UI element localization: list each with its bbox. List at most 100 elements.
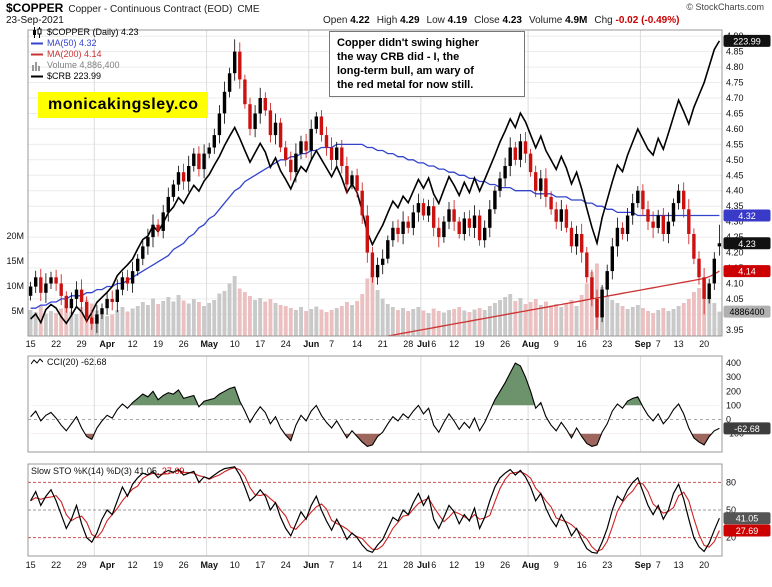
quote-bar: Open 4.22 High 4.29 Low 4.19 Close 4.23 Volu… (316, 15, 679, 26)
svg-text:28: 28 (403, 560, 413, 570)
svg-text:24: 24 (281, 560, 291, 570)
watermark: monicakingsley.co (38, 92, 209, 118)
svg-text:200: 200 (726, 386, 741, 396)
svg-text:29: 29 (77, 339, 87, 349)
svg-text:Sep: Sep (635, 339, 652, 349)
svg-text:20: 20 (699, 339, 709, 349)
svg-text:20M: 20M (6, 231, 24, 241)
quote-label: Volume (528, 15, 563, 26)
quote-value: 4.29 (397, 15, 420, 26)
svg-text:4.45: 4.45 (726, 170, 744, 180)
sto-legend: Slow STO %K(14) %D(3) 41.05, 27.69 (31, 466, 184, 476)
svg-text:16: 16 (577, 339, 587, 349)
svg-text:15: 15 (26, 339, 36, 349)
sto-k-line (30, 466, 720, 554)
sto-k-value: 41.05, (134, 466, 162, 476)
svg-text:4.55: 4.55 (726, 139, 744, 149)
svg-text:-62.68: -62.68 (734, 424, 760, 434)
annotation-line: the way CRB did - I, the (337, 51, 460, 63)
cci-oversold-fill (84, 433, 712, 447)
svg-text:23: 23 (602, 560, 612, 570)
svg-text:300: 300 (726, 372, 741, 382)
svg-text:100: 100 (726, 400, 741, 410)
svg-text:12: 12 (128, 560, 138, 570)
svg-text:4.35: 4.35 (726, 201, 744, 211)
axis-badge: 4.23 (723, 237, 771, 250)
watermark-text: monicakingsley.co (48, 96, 199, 113)
legend-label: $CRB 223.99 (47, 71, 102, 81)
svg-text:13: 13 (674, 560, 684, 570)
legend-row: $COPPER (Daily) 4.23 (31, 27, 139, 38)
svg-text:4.23: 4.23 (738, 239, 756, 249)
ma200-line (384, 270, 720, 336)
svg-text:Jun: Jun (303, 560, 319, 570)
price-axis-labels: 4.904.854.804.754.704.654.604.554.504.45… (726, 31, 744, 335)
svg-text:4.20: 4.20 (726, 248, 744, 258)
svg-text:4.85: 4.85 (726, 47, 744, 57)
sto-panel-border (27, 463, 723, 557)
zigzag-icon (31, 357, 43, 367)
svg-text:22: 22 (51, 339, 61, 349)
axis-badge: 4.32 (723, 209, 771, 222)
legend-row: Volume 4,886,400 (31, 60, 139, 71)
axis-badge: 41.05 (723, 512, 771, 525)
svg-text:80: 80 (726, 477, 736, 487)
svg-text:19: 19 (153, 560, 163, 570)
annotation-line: the red metal for now still. (337, 79, 474, 91)
svg-text:Jul: Jul (417, 339, 430, 349)
svg-text:27.69: 27.69 (736, 526, 759, 536)
svg-text:12: 12 (128, 339, 138, 349)
legend-row: MA(50) 4.32 (31, 38, 139, 49)
legend-label: MA(50) 4.32 (47, 38, 97, 48)
quote-value: -0.02 (-0.49%) (612, 15, 680, 26)
svg-text:6: 6 (431, 560, 436, 570)
svg-text:Sep: Sep (635, 560, 652, 570)
legend-row: $CRB 223.99 (31, 71, 139, 82)
svg-text:21: 21 (378, 339, 388, 349)
line-icon (31, 38, 43, 49)
svg-text:26: 26 (500, 560, 510, 570)
svg-text:4.70: 4.70 (726, 93, 744, 103)
svg-text:9: 9 (554, 560, 559, 570)
svg-text:26: 26 (179, 560, 189, 570)
axis-badge: 27.69 (723, 524, 771, 537)
svg-text:Jun: Jun (303, 339, 319, 349)
chart-date: 23-Sep-2021 (6, 15, 64, 26)
main-legend: $COPPER (Daily) 4.23 MA(50) 4.32 MA(200) 4… (31, 27, 139, 82)
axis-badge: -62.68 (723, 422, 771, 435)
svg-text:4.30: 4.30 (726, 217, 744, 227)
svg-text:0: 0 (726, 415, 731, 425)
svg-text:16: 16 (577, 560, 587, 570)
svg-text:4.75: 4.75 (726, 78, 744, 88)
bars-icon (31, 60, 43, 71)
cci-label: CCI(20) -62.68 (47, 357, 107, 367)
svg-text:4.80: 4.80 (726, 62, 744, 72)
volume-axis-labels: 20M 15M 10M 5M (6, 231, 24, 316)
quote-label: Chg (594, 15, 613, 26)
svg-text:4.50: 4.50 (726, 155, 744, 165)
svg-text:Aug: Aug (522, 560, 540, 570)
svg-text:21: 21 (378, 560, 388, 570)
svg-text:400: 400 (726, 358, 741, 368)
svg-text:17: 17 (255, 560, 265, 570)
svg-text:Jul: Jul (417, 560, 430, 570)
legend-label: MA(200) 4.14 (47, 49, 102, 59)
svg-text:Aug: Aug (522, 339, 540, 349)
svg-text:17: 17 (255, 339, 265, 349)
legend-row: MA(200) 4.14 (31, 49, 139, 60)
quote-label: High (376, 15, 398, 26)
cci-legend: CCI(20) -62.68 (31, 357, 107, 367)
chart-header: $COPPER Copper - Continuous Contract (EO… (6, 1, 260, 15)
sto-axis-labels: 80 50 20 (726, 477, 736, 542)
cci-panel-border (27, 355, 723, 453)
x-axis-bottom: 15 22 29 Apr 12 19 26 May 10 17 24 Jun 7 14 21 28 Jul 6 12… (26, 560, 710, 570)
svg-text:May: May (200, 339, 218, 349)
svg-text:4.65: 4.65 (726, 109, 744, 119)
svg-text:5M: 5M (11, 306, 24, 316)
annotation-line: long-term bull, am wary of (337, 65, 474, 77)
svg-text:24: 24 (281, 339, 291, 349)
svg-text:4886400: 4886400 (729, 307, 764, 317)
svg-text:10: 10 (230, 339, 240, 349)
